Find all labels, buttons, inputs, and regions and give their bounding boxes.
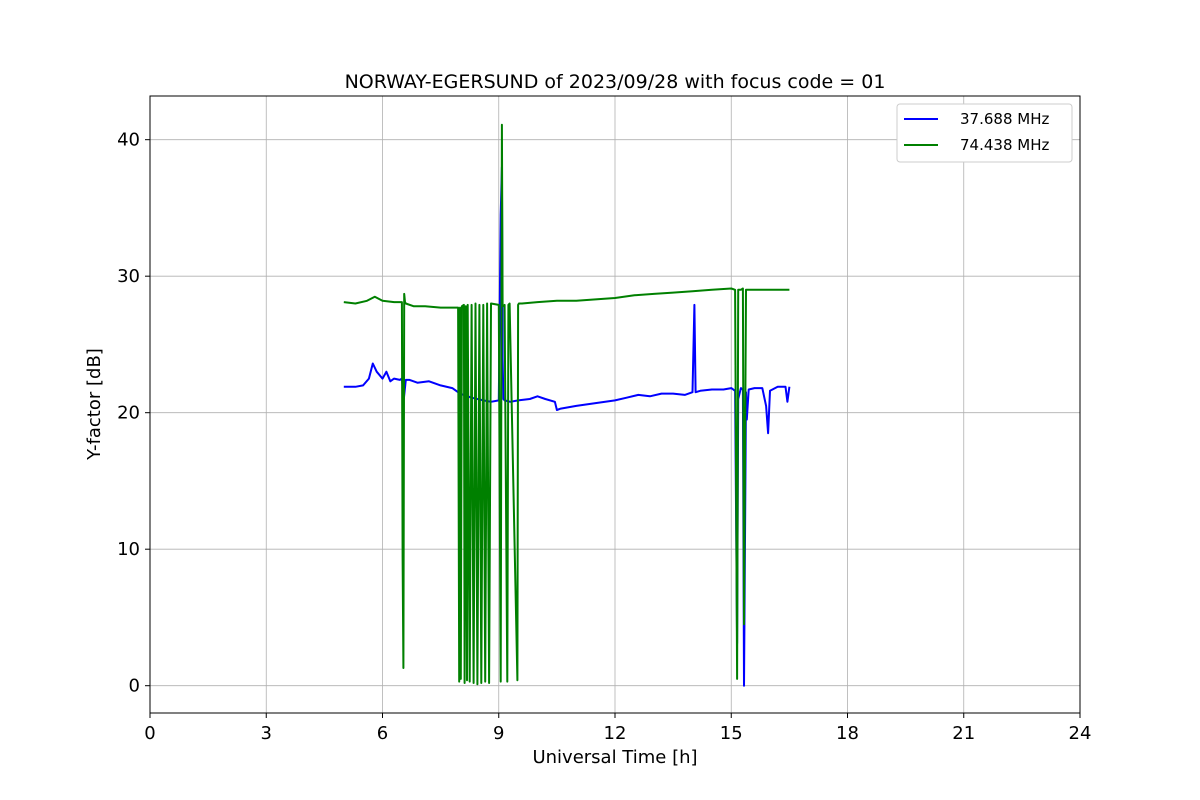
x-tick-label: 3 (261, 723, 272, 744)
legend-label-74-438-mhz: 74.438 MHz (960, 136, 1049, 154)
legend-label-37-688-mhz: 37.688 MHz (960, 110, 1049, 128)
x-tick-label: 12 (604, 723, 627, 744)
legend: 37.688 MHz 74.438 MHz (896, 103, 1073, 163)
x-axis: 0 3 6 9 12 15 18 21 24 (144, 713, 1091, 744)
y-tick-label: 40 (117, 130, 140, 151)
series-line-74-438-mhz (343, 123, 790, 686)
x-tick-label: 15 (720, 723, 743, 744)
legend-box (896, 103, 1073, 163)
x-tick-label: 0 (144, 723, 155, 744)
y-axis: 0 10 20 30 40 (117, 130, 150, 697)
x-tick-label: 24 (1069, 723, 1092, 744)
x-tick-label: 6 (377, 723, 388, 744)
y-tick-label: 30 (117, 266, 140, 287)
chart-title: NORWAY-EGERSUND of 2023/09/28 with focus… (345, 71, 886, 93)
x-tick-label: 9 (493, 723, 504, 744)
plot-area (343, 123, 791, 687)
y-tick-label: 10 (117, 539, 140, 560)
x-tick-label: 21 (952, 723, 975, 744)
x-axis-title: Universal Time [h] (532, 747, 697, 768)
y-axis-title: Y-factor [dB] (84, 348, 105, 461)
x-tick-label: 18 (836, 723, 859, 744)
y-tick-label: 20 (117, 403, 140, 424)
y-tick-label: 0 (129, 676, 140, 697)
